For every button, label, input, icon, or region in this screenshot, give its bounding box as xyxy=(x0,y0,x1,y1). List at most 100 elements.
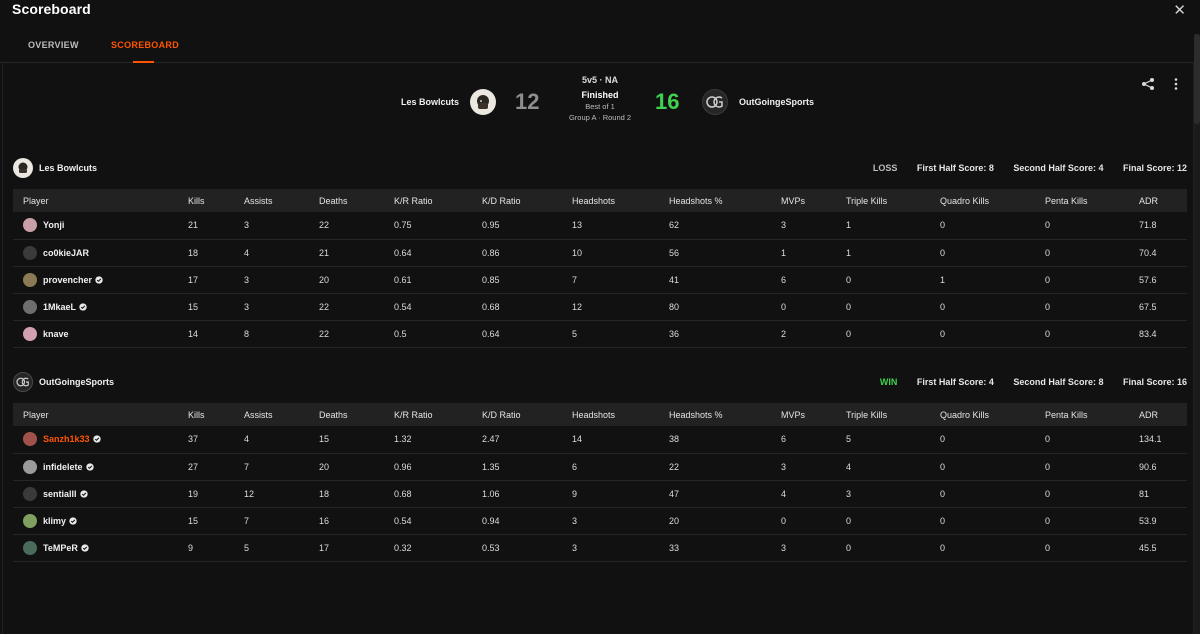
stat-cell: 0.86 xyxy=(482,247,500,258)
player-info[interactable]: co0kieJAR xyxy=(23,245,178,260)
player-cell[interactable]: Sanzh1k33 xyxy=(13,426,178,453)
scrollbar-thumb[interactable] xyxy=(1194,34,1200,124)
player-info[interactable]: klimy xyxy=(23,513,178,528)
team-right-score: 16 xyxy=(655,89,680,114)
player-info[interactable]: 1MkaeL xyxy=(23,299,178,314)
stat-cell: 0.64 xyxy=(482,328,500,339)
stat-cell: 134.1 xyxy=(1139,434,1162,445)
stat-cell: 6 xyxy=(572,461,578,472)
player-info[interactable]: sentialll xyxy=(23,486,178,501)
avatar[interactable] xyxy=(23,299,37,314)
stat-cell: 9 xyxy=(188,542,194,553)
stat-cell: 7 xyxy=(572,274,578,285)
player-name[interactable]: Sanzh1k33 xyxy=(43,434,90,445)
stat-cell: 47 xyxy=(669,488,680,499)
player-name[interactable]: sentialll xyxy=(43,488,77,499)
player-name[interactable]: infidelete xyxy=(43,461,83,472)
table-row[interactable]: Sanzh1k33 37 4 15 1.32 2.47 14 38 6 5 0 0 134.1 xyxy=(13,426,1187,453)
table-row[interactable]: 1MkaeL 15 3 22 0.54 0.68 12 80 0 0 0 0 67.5 xyxy=(13,293,1187,320)
player-info[interactable]: Sanzh1k33 xyxy=(23,432,178,447)
team-section-left: Les Bowlcuts LOSS First Half Score: 8 Se… xyxy=(13,158,1187,348)
player-name[interactable]: 1MkaeL xyxy=(43,301,77,312)
stat-cell: 17 xyxy=(188,274,199,285)
avatar[interactable] xyxy=(23,459,37,474)
player-cell[interactable]: provencher xyxy=(13,266,178,293)
stat-cell: 3 xyxy=(781,542,787,553)
verified-icon xyxy=(69,516,77,525)
player-cell[interactable]: Yonji xyxy=(13,212,178,239)
close-icon[interactable]: ✕ xyxy=(1173,1,1186,19)
player-info[interactable]: TeMPeR xyxy=(23,540,178,555)
stat-cell: 0 xyxy=(846,542,852,553)
column-header: ADR xyxy=(1139,409,1159,420)
player-info[interactable]: provencher xyxy=(23,272,178,287)
bowlcut-avatar-icon[interactable] xyxy=(470,89,496,115)
stat-cell: 3 xyxy=(846,488,852,499)
team-left-name[interactable]: Les Bowlcuts xyxy=(400,97,459,107)
team-section-header: Les Bowlcuts LOSS First Half Score: 8 Se… xyxy=(13,158,1187,180)
team-name[interactable]: Les Bowlcuts xyxy=(39,163,98,173)
stat-cell: 15 xyxy=(188,515,199,526)
og-logo-icon[interactable] xyxy=(13,372,33,392)
stat-cell: 80 xyxy=(669,301,680,312)
player-cell[interactable]: sentialll xyxy=(13,480,178,507)
bowlcut-avatar-icon[interactable] xyxy=(13,158,33,178)
table-row[interactable]: infidelete 27 7 20 0.96 1.35 6 22 3 4 0 0 90.6 xyxy=(13,453,1187,480)
avatar[interactable] xyxy=(23,513,37,528)
table-row[interactable]: co0kieJAR 18 4 21 0.64 0.86 10 56 1 1 0 0 70.4 xyxy=(13,239,1187,266)
player-name[interactable]: knave xyxy=(43,328,69,339)
team-name[interactable]: OutGoingeSports xyxy=(39,377,114,387)
table-row[interactable]: Yonji 21 3 22 0.75 0.95 13 62 3 1 0 0 71.8 xyxy=(13,212,1187,239)
verified-icon xyxy=(79,489,88,498)
table-header-row: Player Kills Assists Deaths K/R Ratio K/D Rat… xyxy=(13,189,1187,212)
avatar[interactable] xyxy=(23,540,37,555)
tab-scoreboard[interactable]: SCOREBOARD xyxy=(111,40,180,50)
player-name[interactable]: TeMPeR xyxy=(43,542,78,553)
stat-cell: 3 xyxy=(572,542,578,553)
stat-cell: 7 xyxy=(244,515,250,526)
player-name[interactable]: co0kieJAR xyxy=(43,247,90,258)
player-info[interactable]: knave xyxy=(23,326,178,341)
column-header: Headshots % xyxy=(669,195,723,206)
player-cell[interactable]: TeMPeR xyxy=(13,534,178,561)
stat-cell: 9 xyxy=(572,488,578,499)
team-right-name[interactable]: OutGoingeSports xyxy=(739,97,814,107)
more-vertical-icon[interactable] xyxy=(1170,77,1182,91)
player-cell[interactable]: co0kieJAR xyxy=(13,239,178,266)
table-row[interactable]: knave 14 8 22 0.5 0.64 5 36 2 0 0 0 83.4 xyxy=(13,320,1187,347)
stat-cell: 3 xyxy=(572,515,578,526)
og-logo-icon[interactable] xyxy=(702,89,728,115)
player-cell[interactable]: klimy xyxy=(13,507,178,534)
avatar[interactable] xyxy=(23,272,37,287)
player-cell[interactable]: knave xyxy=(13,320,178,347)
table-row[interactable]: TeMPeR 9 5 17 0.32 0.53 3 33 3 0 0 0 45.5 xyxy=(13,534,1187,561)
avatar[interactable] xyxy=(23,245,37,260)
player-name[interactable]: Yonji xyxy=(43,220,65,231)
stat-cell: 36 xyxy=(669,328,680,339)
stat-cell: 8 xyxy=(244,328,250,339)
player-name[interactable]: provencher xyxy=(43,274,93,285)
column-header: Penta Kills xyxy=(1045,409,1088,420)
share-icon[interactable] xyxy=(1141,77,1155,91)
table-row[interactable]: sentialll 19 12 18 0.68 1.06 9 47 4 3 0 0 81 xyxy=(13,480,1187,507)
stat-cell: 0.64 xyxy=(394,247,412,258)
player-cell[interactable]: 1MkaeL xyxy=(13,293,178,320)
player-stats-table: Player Kills Assists Deaths K/R Ratio K/D Rat… xyxy=(13,403,1187,562)
stat-cell: 0 xyxy=(1045,328,1051,339)
scrollbar[interactable] xyxy=(1194,34,1200,634)
player-info[interactable]: Yonji xyxy=(23,218,178,233)
avatar[interactable] xyxy=(23,218,37,233)
avatar[interactable] xyxy=(23,432,37,447)
avatar[interactable] xyxy=(23,326,37,341)
column-header: K/R Ratio xyxy=(394,195,433,206)
stat-cell: 10 xyxy=(572,247,583,258)
table-row[interactable]: klimy 15 7 16 0.54 0.94 3 20 0 0 0 0 53.9 xyxy=(13,507,1187,534)
player-cell[interactable]: infidelete xyxy=(13,453,178,480)
stat-cell: 67.5 xyxy=(1139,301,1157,312)
tab-overview[interactable]: OVERVIEW xyxy=(28,40,79,50)
player-name[interactable]: klimy xyxy=(43,515,67,526)
table-row[interactable]: provencher 17 3 20 0.61 0.85 7 41 6 0 1 0 57.6 xyxy=(13,266,1187,293)
avatar[interactable] xyxy=(23,486,37,501)
player-info[interactable]: infidelete xyxy=(23,459,178,474)
stat-cell: 20 xyxy=(319,274,330,285)
